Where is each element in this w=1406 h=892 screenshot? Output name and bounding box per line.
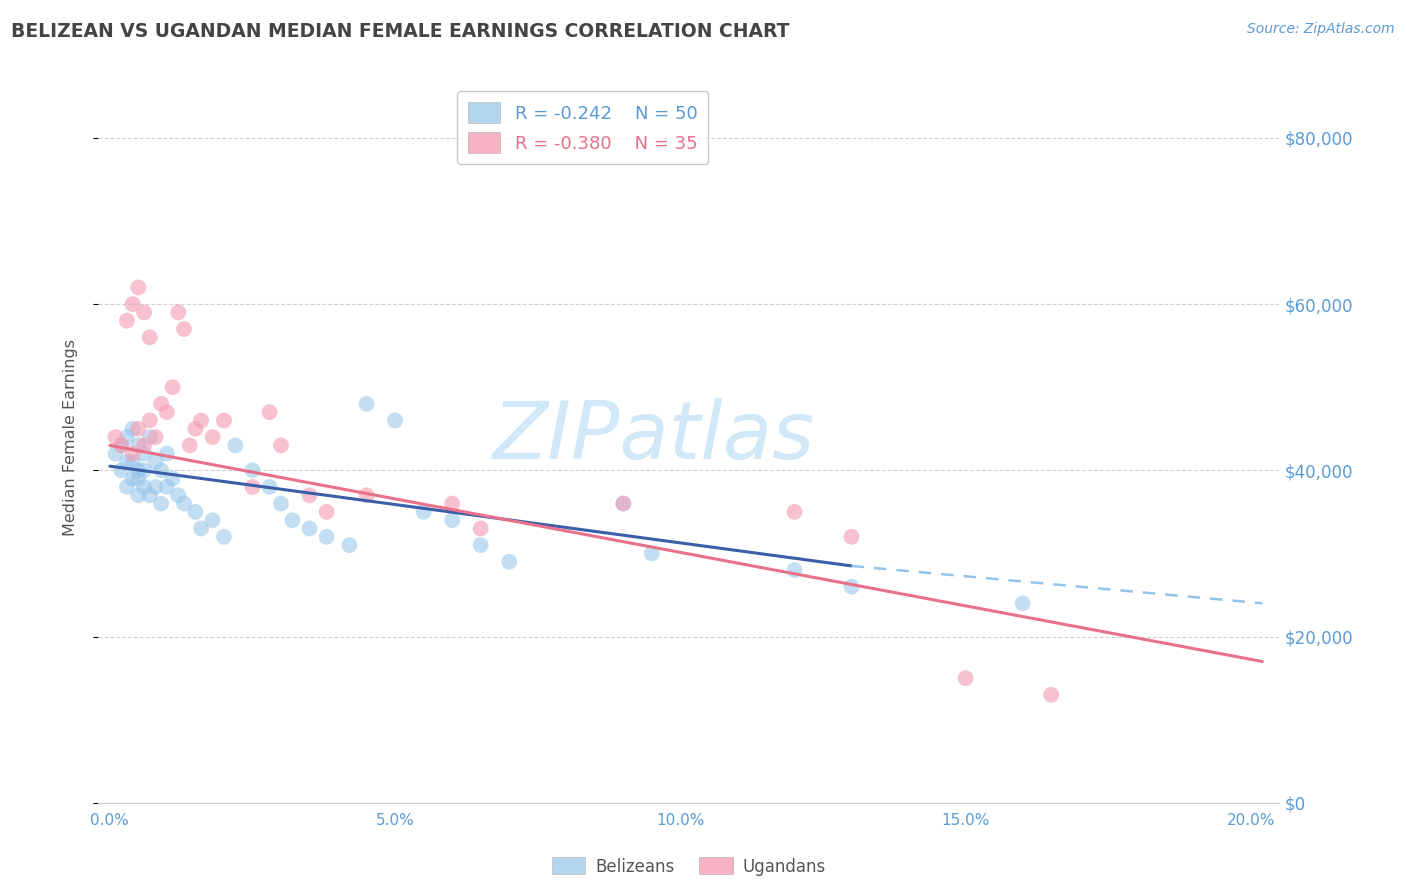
Point <box>104 430 127 444</box>
Point <box>356 488 378 502</box>
Point <box>841 530 863 544</box>
Point <box>1011 596 1033 610</box>
Point <box>298 488 321 502</box>
Point <box>190 521 212 535</box>
Point <box>441 497 464 511</box>
Point <box>132 463 155 477</box>
Point <box>212 413 235 427</box>
Point <box>315 530 337 544</box>
Point <box>139 413 162 427</box>
Point <box>955 671 977 685</box>
Point <box>127 280 149 294</box>
Point <box>156 447 179 461</box>
Point <box>190 413 212 427</box>
Point <box>132 305 155 319</box>
Point <box>110 438 132 452</box>
Point <box>110 438 132 452</box>
Legend: Belizeans, Ugandans: Belizeans, Ugandans <box>546 851 832 882</box>
Point <box>298 521 321 535</box>
Point <box>224 438 246 452</box>
Point <box>184 422 207 436</box>
Point <box>162 472 184 486</box>
Point <box>441 513 464 527</box>
Point <box>145 430 167 444</box>
Point <box>612 497 634 511</box>
Point <box>1040 688 1063 702</box>
Point <box>470 521 492 535</box>
Point <box>356 397 378 411</box>
Point <box>121 472 143 486</box>
Point <box>121 297 143 311</box>
Point <box>162 380 184 394</box>
Point <box>127 438 149 452</box>
Point <box>384 413 406 427</box>
Point <box>184 505 207 519</box>
Point <box>783 505 806 519</box>
Point <box>259 405 281 419</box>
Point <box>173 322 195 336</box>
Point <box>150 463 173 477</box>
Point <box>139 430 162 444</box>
Point <box>259 480 281 494</box>
Point <box>139 488 162 502</box>
Point <box>104 447 127 461</box>
Point <box>115 314 138 328</box>
Point <box>167 488 190 502</box>
Point <box>179 438 201 452</box>
Point <box>115 430 138 444</box>
Point <box>281 513 304 527</box>
Point <box>783 563 806 577</box>
Text: Source: ZipAtlas.com: Source: ZipAtlas.com <box>1247 22 1395 37</box>
Point <box>242 463 264 477</box>
Text: BELIZEAN VS UGANDAN MEDIAN FEMALE EARNINGS CORRELATION CHART: BELIZEAN VS UGANDAN MEDIAN FEMALE EARNIN… <box>11 22 790 41</box>
Point <box>150 497 173 511</box>
Point <box>121 447 143 461</box>
Point <box>470 538 492 552</box>
Point <box>339 538 361 552</box>
Point <box>132 480 155 494</box>
Point <box>115 480 138 494</box>
Point <box>150 397 173 411</box>
Point <box>132 447 155 461</box>
Point <box>139 330 162 344</box>
Point <box>121 422 143 436</box>
Point <box>173 497 195 511</box>
Point <box>156 480 179 494</box>
Point <box>212 530 235 544</box>
Point <box>110 463 132 477</box>
Point <box>612 497 634 511</box>
Point <box>127 472 149 486</box>
Point <box>315 505 337 519</box>
Point <box>270 438 292 452</box>
Point <box>121 455 143 469</box>
Point <box>167 305 190 319</box>
Point <box>242 480 264 494</box>
Point <box>127 488 149 502</box>
Point <box>145 455 167 469</box>
Point <box>127 463 149 477</box>
Point <box>145 480 167 494</box>
Point <box>498 555 520 569</box>
Point <box>412 505 434 519</box>
Point <box>201 513 224 527</box>
Point <box>132 438 155 452</box>
Point <box>270 497 292 511</box>
Point <box>156 405 179 419</box>
Point <box>115 455 138 469</box>
Point <box>641 546 664 560</box>
Point <box>841 580 863 594</box>
Y-axis label: Median Female Earnings: Median Female Earnings <box>63 339 77 535</box>
Text: ZIPatlas: ZIPatlas <box>492 398 814 476</box>
Point <box>127 422 149 436</box>
Point <box>201 430 224 444</box>
